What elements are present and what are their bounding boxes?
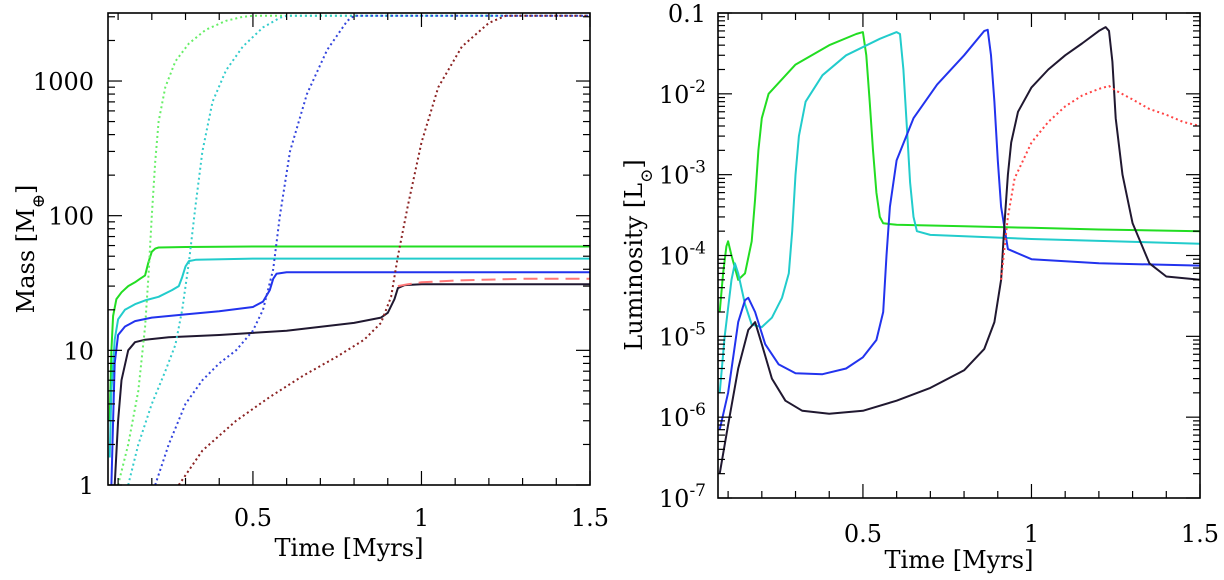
mass-series-line-9 xyxy=(179,16,590,485)
x-tick-label: 1.5 xyxy=(1181,520,1219,548)
x-tick-label: 0.5 xyxy=(844,520,882,548)
y-tick-label: 10 xyxy=(63,337,94,365)
luminosity-y-axis-label: Luminosity [L⊙] xyxy=(620,159,657,350)
y-tick-label: 0.1 xyxy=(668,0,706,28)
y-tick-label: 10-3 xyxy=(659,158,706,190)
luminosity-series-line-4 xyxy=(720,27,1200,474)
x-tick-label: 1.5 xyxy=(571,504,609,532)
mass-series-line-8 xyxy=(155,16,590,485)
luminosity-series-line-5 xyxy=(1001,86,1200,280)
x-tick-label: 1 xyxy=(1024,520,1039,548)
luminosity-series-line-1 xyxy=(720,32,1200,312)
luminosity-x-axis-label: Time [Myrs] xyxy=(885,546,1034,574)
luminosity-series-group xyxy=(720,27,1200,474)
luminosity-series-line-2 xyxy=(720,32,1200,393)
mass-series-line-3 xyxy=(111,272,590,485)
figure: 0.5 1 1.51101001000 Time [Myrs] Mass [M⊕] … xyxy=(0,0,1224,580)
mass-series-line-2 xyxy=(110,259,590,458)
mass-series-line-6 xyxy=(118,16,590,485)
luminosity-panel: 0.5 1 1.5 10-7 10-6 10-5 10-4 10-3 10-2 0.1 Time … xyxy=(620,0,1219,574)
mass-tick-labels: 0.5 1 1.5 1 10 100 1000 xyxy=(33,68,609,532)
y-tick-label: 100 xyxy=(48,203,94,231)
x-tick-label: 1 xyxy=(414,504,429,532)
y-tick-label: 1000 xyxy=(33,68,94,96)
y-tick-label: 10-6 xyxy=(659,400,706,432)
mass-series-group xyxy=(110,16,590,485)
mass-x-axis-label: Time [Myrs] xyxy=(275,534,424,562)
y-tick-label: 1 xyxy=(79,472,94,500)
y-tick-label: 10-5 xyxy=(659,319,706,351)
mass-y-axis-label: Mass [M⊕] xyxy=(12,185,49,314)
y-tick-label: 10-7 xyxy=(659,481,706,513)
y-tick-label: 10-2 xyxy=(659,77,706,109)
mass-series-line-7 xyxy=(128,16,590,485)
y-tick-label: 10-4 xyxy=(659,239,706,271)
x-tick-label: 0.5 xyxy=(234,504,272,532)
mass-panel: 0.5 1 1.5 1 10 100 1000 Time [Myrs] Mass [M⊕] xyxy=(12,13,609,562)
